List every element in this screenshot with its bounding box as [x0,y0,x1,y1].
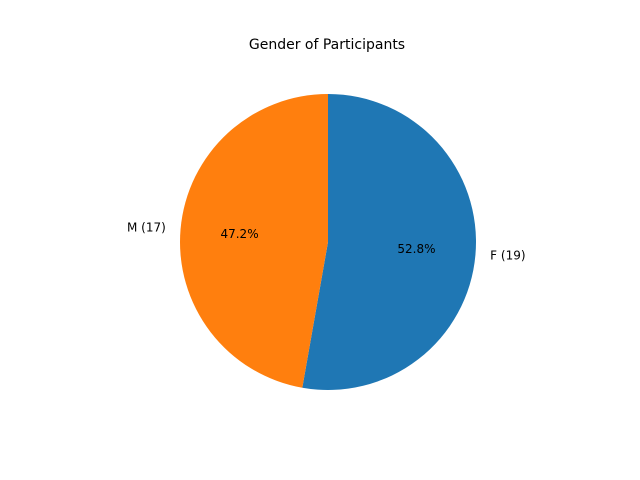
pie-slice-percent-1: 47.2% [220,227,258,241]
pie-slice-0 [302,94,477,390]
pie-slice-label-0: F (19) [490,249,525,263]
pie-labels: F (19) 52.8% M (17) 47.2% [127,220,526,262]
pie-slice-label-1: M (17) [127,220,166,234]
pie-slice-1 [180,94,328,388]
pie-slices [180,94,477,390]
chart-title: Gender of Participants [249,37,405,53]
pie-slice-percent-0: 52.8% [397,242,435,256]
